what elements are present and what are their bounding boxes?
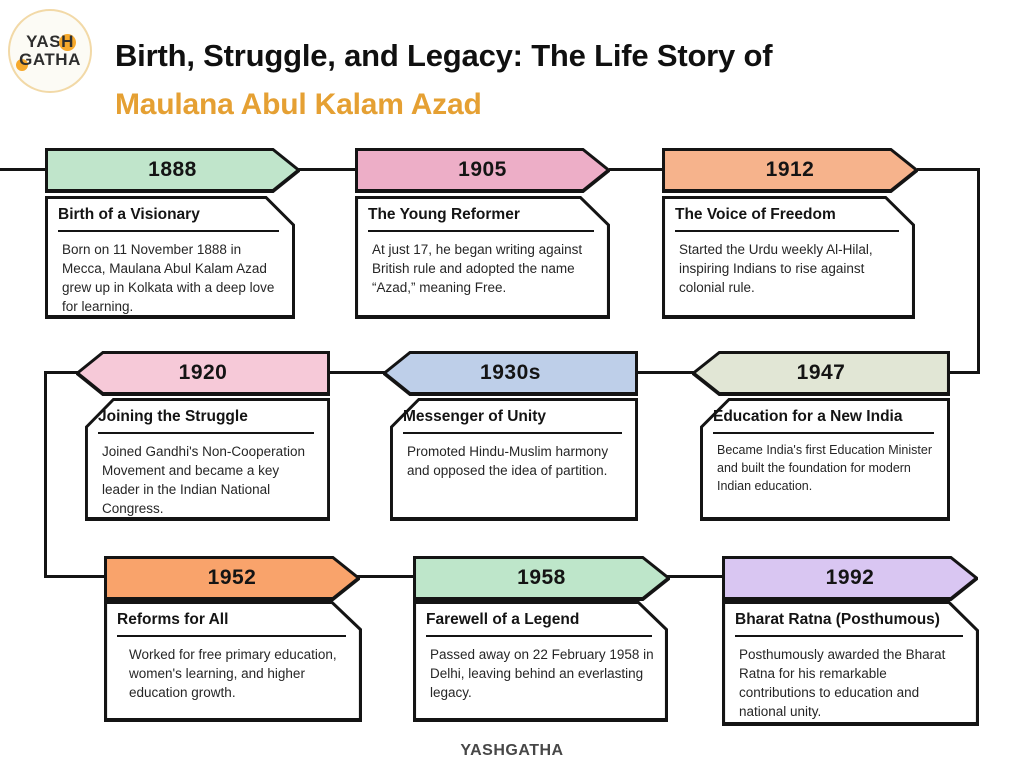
title-separator	[98, 432, 314, 434]
event-title: The Voice of Freedom	[675, 206, 836, 223]
year-banner-1992: 1992	[722, 556, 978, 600]
logo-text: YAS	[26, 32, 62, 52]
event-card-1952: Reforms for All Worked for free primary e…	[104, 601, 362, 721]
event-title: Messenger of Unity	[403, 408, 546, 425]
timeline-connector	[667, 575, 724, 578]
title-separator	[675, 230, 899, 232]
year-label: 1920	[178, 361, 228, 384]
event-card-1912: The Voice of Freedom Started the Urdu wee…	[662, 196, 915, 318]
year-banner-1912: 1912	[662, 148, 918, 192]
card-outline	[85, 398, 330, 520]
year-banner-1952: 1952	[104, 556, 360, 600]
year-label: 1947	[796, 361, 846, 384]
event-card-1947: Education for a New India Became India's …	[700, 398, 950, 520]
year-label: 1958	[517, 566, 566, 589]
banner-arrow-left	[692, 351, 950, 395]
title-separator	[735, 635, 963, 637]
event-title: Farewell of a Legend	[426, 611, 580, 628]
banner-arrow-left	[76, 351, 330, 395]
timeline-connector-vertical	[44, 371, 47, 578]
event-title: Bharat Ratna (Posthumous)	[735, 611, 940, 628]
year-banner-1888: 1888	[45, 148, 300, 192]
card-outline	[390, 398, 638, 520]
timeline-connector	[297, 168, 356, 171]
year-label: 1930s	[480, 361, 541, 384]
card-outline	[104, 601, 362, 721]
card-outline	[45, 196, 295, 318]
event-card-1930s: Messenger of Unity Promoted Hindu-Muslim …	[390, 398, 638, 520]
event-description: Passed away on 22 February 1958 in Delhi…	[430, 647, 654, 701]
event-description: Born on 11 November 1888 in Mecca, Maula…	[62, 242, 275, 315]
logo-highlight-letter: G	[19, 50, 33, 69]
event-title: Reforms for All	[117, 611, 229, 628]
year-banner-1947: 1947	[692, 351, 950, 395]
event-description: Started the Urdu weekly Al-Hilal, inspir…	[679, 242, 873, 296]
year-banner-1930s: 1930s	[383, 351, 638, 395]
event-description: Joined Gandhi's Non-Cooperation Movement…	[102, 444, 305, 517]
banner-arrow-right	[45, 148, 300, 192]
timeline-connector	[44, 575, 106, 578]
logo-line-2: GATHA	[19, 51, 81, 69]
logo-text: ATHA	[32, 50, 81, 69]
footer-brand: YASHGATHA	[460, 742, 564, 759]
card-outline	[700, 398, 950, 520]
title-separator	[426, 635, 652, 637]
card-outline	[662, 196, 915, 318]
timeline-connector	[609, 168, 663, 171]
logo-highlight-letter: H	[61, 32, 74, 52]
year-banner-1905: 1905	[355, 148, 610, 192]
banner-arrow-right	[722, 556, 978, 600]
event-card-1905: The Young Reformer At just 17, he began w…	[355, 196, 610, 318]
event-card-1992: Bharat Ratna (Posthumous) Posthumously aw…	[722, 601, 979, 725]
card-outline	[722, 601, 979, 725]
event-card-1958: Farewell of a Legend Passed away on 22 Fe…	[413, 601, 668, 721]
year-banner-1920: 1920	[76, 351, 330, 395]
event-description: Worked for free primary education, women…	[129, 647, 337, 701]
event-card-1920: Joining the Struggle Joined Gandhi's Non-…	[85, 398, 330, 520]
event-title: The Young Reformer	[368, 206, 520, 223]
timeline-connector	[44, 371, 78, 374]
title-separator	[713, 432, 934, 434]
timeline-connector	[0, 168, 46, 171]
year-label: 1888	[148, 158, 197, 181]
event-description: Posthumously awarded the Bharat Ratna fo…	[739, 647, 946, 720]
event-description: Became India's first Education Minister …	[717, 443, 932, 493]
banner-arrow-left	[383, 351, 638, 395]
year-label: 1912	[765, 158, 815, 181]
title-separator	[368, 230, 594, 232]
timeline-connector	[636, 371, 694, 374]
logo-line-1: YASH	[26, 33, 74, 51]
event-description: At just 17, he began writing against Bri…	[372, 242, 583, 296]
page-subtitle: Maulana Abul Kalam Azad	[115, 88, 482, 121]
event-card-1888: Birth of a Visionary Born on 11 November …	[45, 196, 295, 318]
event-title: Education for a New India	[713, 408, 903, 425]
page-title: Birth, Struggle, and Legacy: The Life St…	[115, 38, 773, 73]
year-label: 1992	[825, 566, 875, 589]
timeline-connector	[948, 371, 980, 374]
timeline-connector-vertical	[977, 168, 980, 374]
title-separator	[117, 635, 346, 637]
timeline-connector	[357, 575, 414, 578]
event-description: Promoted Hindu-Muslim harmony and oppose…	[407, 444, 609, 479]
yashgatha-logo: YASH GATHA	[8, 9, 92, 93]
event-title: Joining the Struggle	[98, 408, 248, 425]
event-title: Birth of a Visionary	[58, 206, 200, 223]
year-label: 1905	[458, 158, 507, 181]
title-separator	[403, 432, 622, 434]
timeline-connector	[328, 371, 385, 374]
card-outline	[355, 196, 610, 318]
banner-arrow-right	[355, 148, 610, 192]
banner-arrow-right	[104, 556, 360, 600]
banner-arrow-right	[413, 556, 670, 600]
title-separator	[58, 230, 279, 232]
timeline-connector	[917, 168, 980, 171]
banner-arrow-right	[662, 148, 918, 192]
year-banner-1958: 1958	[413, 556, 670, 600]
card-outline	[413, 601, 668, 721]
year-label: 1952	[207, 566, 257, 589]
